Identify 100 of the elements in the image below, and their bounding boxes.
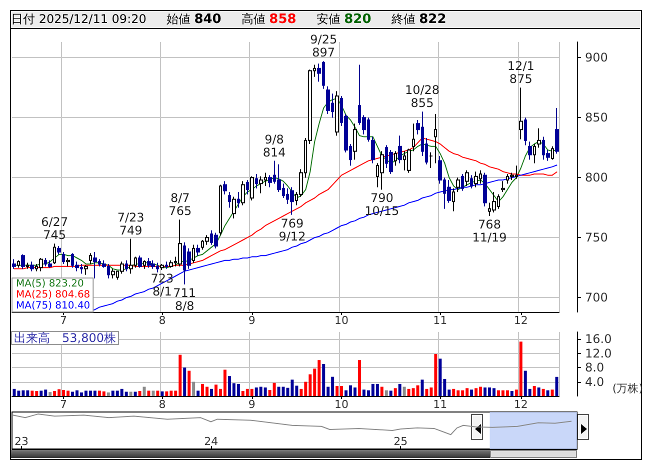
bar [510, 391, 514, 396]
bar [420, 380, 424, 396]
bar [272, 382, 276, 396]
candlestick [533, 144, 536, 164]
candlestick [21, 254, 25, 270]
bar [555, 376, 558, 396]
candlestick [223, 180, 227, 195]
candlestick [353, 123, 357, 160]
candlestick [178, 219, 182, 267]
bar [142, 386, 146, 396]
candlestick [84, 264, 88, 276]
candlestick [555, 108, 559, 154]
candlestick [394, 150, 397, 166]
candlestick [470, 174, 473, 189]
bar [376, 384, 379, 396]
bar [425, 388, 428, 396]
bar [71, 392, 74, 396]
x-tick-label: 11 [433, 398, 448, 411]
bar [353, 387, 356, 396]
x-tick-label: 12 [514, 398, 528, 411]
candlestick [17, 260, 20, 268]
candlestick [53, 243, 56, 264]
bar [492, 388, 496, 396]
bar [550, 390, 554, 396]
candlestick [524, 117, 527, 146]
bar [236, 384, 240, 396]
bar [546, 390, 550, 396]
annotation: 12/1 875 [507, 59, 534, 86]
candlestick [205, 234, 209, 246]
candlestick [465, 170, 469, 186]
bar [156, 390, 160, 396]
chart-title: 出来高 53,800株 [14, 331, 116, 345]
bar [519, 342, 522, 396]
bar [389, 390, 392, 396]
bar [30, 390, 34, 396]
line-series [14, 98, 558, 270]
annotation: 7/23 749 [117, 210, 144, 238]
bar [532, 386, 536, 396]
bar [160, 391, 164, 396]
bar [183, 368, 186, 396]
x-tick-label: 7 [60, 398, 68, 411]
candlestick [452, 188, 455, 212]
candlestick [456, 177, 460, 192]
annotation: 6/27 745 [41, 215, 68, 242]
candlestick [12, 258, 16, 270]
candlestick [192, 244, 195, 264]
candlestick [93, 252, 97, 279]
candlestick [246, 180, 249, 195]
bar [537, 387, 540, 396]
bar [402, 386, 406, 396]
candlestick [259, 176, 263, 194]
bar [214, 384, 218, 396]
y-tick-label: 700 [585, 290, 608, 305]
x-tick-label: 9 [248, 314, 256, 327]
y-tick-label: 750 [585, 230, 608, 245]
y-tick-label: 900 [585, 50, 608, 65]
y-tick-label: 12.0 [585, 346, 612, 360]
candlestick [196, 244, 200, 256]
candlestick [474, 171, 478, 188]
bar [384, 390, 388, 396]
text: 安値 820 [316, 12, 372, 27]
bar [138, 391, 142, 396]
candlestick [169, 260, 173, 268]
x-tick-label: 8 [158, 398, 166, 411]
x-tick-label: 11 [433, 314, 448, 327]
bar [165, 391, 168, 396]
annotation: 9/8 814 [262, 132, 286, 160]
candlestick [241, 180, 245, 206]
candlestick [214, 232, 218, 249]
annotation: 768 11/19 [472, 218, 507, 245]
candlestick [62, 252, 65, 264]
x-tick-label: 23 [14, 435, 28, 448]
candlestick [250, 176, 254, 201]
bar [48, 392, 52, 396]
annotation: 8/7 765 [168, 191, 192, 218]
bar [223, 370, 226, 396]
x-tick-label: 9 [248, 398, 256, 411]
bar [147, 390, 150, 396]
candlestick [125, 260, 128, 272]
candlestick [66, 258, 70, 267]
x-tick-label: 7 [60, 314, 68, 327]
bar [210, 388, 214, 396]
candlestick [89, 252, 92, 264]
x-tick-label: 10 [334, 398, 349, 411]
candlestick [398, 135, 402, 164]
bar [124, 392, 128, 396]
x-tick-label: 10 [334, 314, 349, 327]
text: 高値 858 [241, 12, 296, 27]
candlestick [461, 174, 464, 192]
bar [380, 386, 384, 396]
bar [264, 387, 267, 396]
bar [40, 390, 43, 396]
candlestick [483, 172, 487, 207]
bar [53, 391, 56, 396]
bar [93, 390, 96, 396]
bar [196, 390, 200, 396]
bar [474, 388, 478, 396]
x-tick-label: 25 [394, 435, 408, 448]
candlestick [528, 141, 532, 160]
candlestick [492, 192, 496, 213]
